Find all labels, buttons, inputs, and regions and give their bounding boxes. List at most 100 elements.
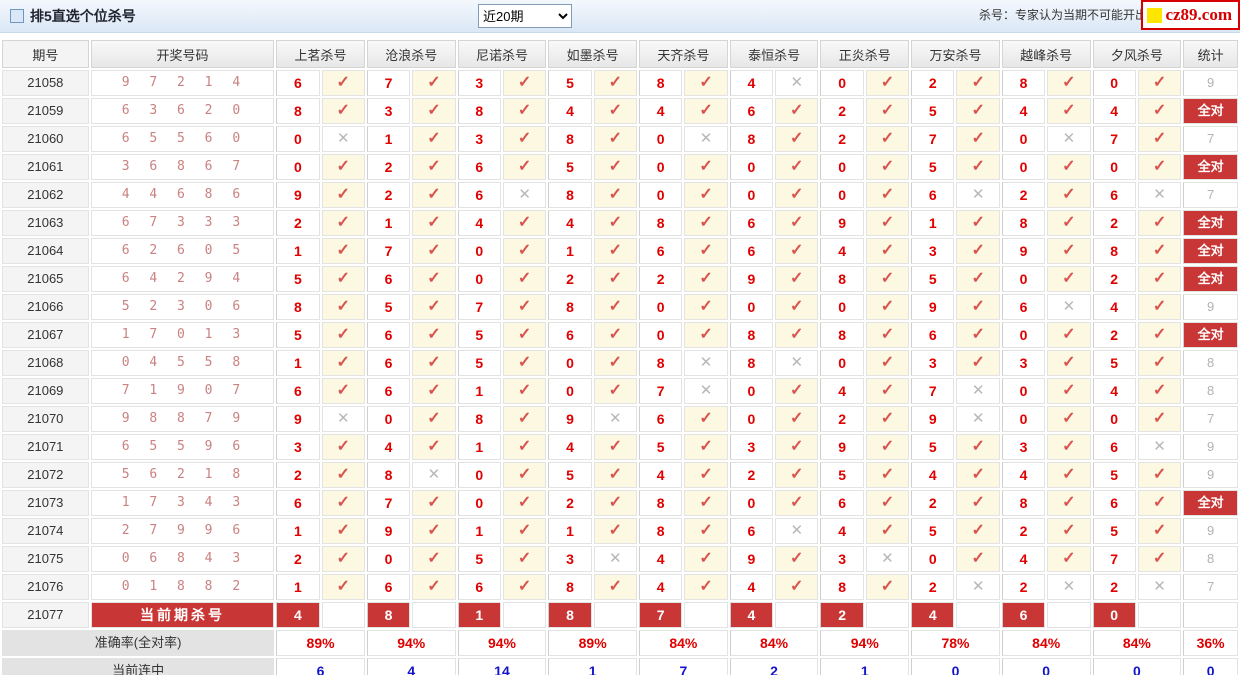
kill-mark-cell: ✕: [1047, 126, 1091, 152]
kill-number-cell: 6: [1092, 490, 1136, 516]
cross-icon: ✕: [336, 410, 350, 427]
check-icon: ✓: [1152, 130, 1167, 147]
kill-number-cell: 0: [729, 490, 774, 516]
check-icon: ✓: [517, 494, 532, 511]
kill-number-cell: 2: [911, 490, 955, 516]
draw-numbers-cell: 6 3 6 2 0: [90, 98, 275, 124]
kill-mark-cell: ✓: [956, 126, 1000, 152]
kill-mark-cell: ✕: [684, 126, 728, 152]
streak-cell: 0: [911, 658, 1000, 675]
cross-icon: ✕: [609, 410, 622, 427]
check-icon: ✓: [427, 186, 441, 203]
kill-mark-cell: ✕: [684, 378, 728, 404]
kill-number-cell: 0: [1092, 406, 1136, 432]
kill-number-cell: 3: [820, 546, 864, 572]
check-icon: ✓: [1062, 242, 1076, 259]
kill-number-cell: 5: [1092, 518, 1136, 544]
kill-number-cell: 6: [729, 210, 774, 236]
check-icon: ✓: [1062, 466, 1076, 483]
kill-number-cell: 5: [911, 518, 955, 544]
kill-mark-cell: ✓: [412, 490, 456, 516]
table-row: 21073 1 7 3 4 3 6 ✓ 7 ✓ 0 ✓ 2 ✓ 8 ✓ 0 ✓ 6 ✓ 2 ✓ 8 ✓ 6 ✓ 全对: [2, 490, 1238, 516]
check-icon: ✓: [517, 578, 532, 595]
kill-mark-cell: [321, 602, 365, 628]
kill-number-cell: 8: [820, 266, 864, 292]
check-icon: ✓: [608, 102, 623, 119]
range-select[interactable]: 近20期: [478, 4, 572, 28]
kill-number-cell: 6: [729, 98, 774, 124]
kill-mark-cell: [865, 602, 910, 628]
kill-number-cell: 8: [548, 126, 592, 152]
draw-numbers-cell: 3 6 8 6 7: [90, 154, 275, 180]
kill-mark-cell: ✓: [865, 490, 910, 516]
check-icon: ✓: [1152, 298, 1167, 315]
cross-icon: ✕: [609, 550, 622, 567]
kill-number-cell: 3: [911, 238, 955, 264]
kill-number-cell: 4: [1001, 462, 1046, 488]
kill-number-cell: 6: [1092, 434, 1136, 460]
kill-mark-cell: ✓: [956, 490, 1000, 516]
kill-mark-cell: ✓: [593, 294, 638, 320]
kill-number-cell: 8: [276, 98, 320, 124]
check-icon: ✓: [517, 354, 532, 371]
kill-mark-cell: ✕: [684, 350, 728, 376]
check-icon: ✓: [336, 102, 350, 119]
kill-mark-cell: ✓: [684, 70, 728, 96]
kill-number-cell: 1: [548, 238, 592, 264]
kill-mark-cell: ✕: [593, 406, 638, 432]
period-cell: 21061: [2, 154, 89, 180]
site-logo[interactable]: cz89.com: [1141, 0, 1240, 30]
kill-mark-cell: ✕: [775, 70, 819, 96]
cross-icon: ✕: [336, 130, 350, 147]
check-icon: ✓: [790, 214, 804, 231]
kill-mark-cell: ✓: [1047, 266, 1091, 292]
kill-number-cell: 6: [366, 322, 411, 348]
column-header-expert-6: 泰恒杀号: [729, 40, 819, 68]
accuracy-cell: 84%: [1092, 630, 1182, 656]
kill-number-cell: 2: [1092, 210, 1136, 236]
section-checkbox-icon[interactable]: [10, 9, 24, 23]
kill-mark-cell: ✓: [1047, 546, 1091, 572]
kill-number-cell: 0: [1092, 70, 1136, 96]
kill-number-cell: 1: [366, 210, 411, 236]
check-icon: ✓: [880, 410, 895, 427]
kill-number-cell: 6: [276, 490, 320, 516]
kill-mark-cell: ✓: [775, 546, 819, 572]
draw-numbers-cell: 0 1 8 8 2: [90, 574, 275, 600]
kill-mark-cell: ✕: [1137, 574, 1182, 600]
kill-mark-cell: ✓: [412, 350, 456, 376]
kill-number-cell: 9: [548, 406, 592, 432]
kill-number-cell: 2: [366, 182, 411, 208]
kill-mark-cell: ✓: [412, 266, 456, 292]
period-cell: 21059: [2, 98, 89, 124]
table-row: 21064 6 2 6 0 5 1 ✓ 7 ✓ 0 ✓ 1 ✓ 6 ✓ 6 ✓ 4 ✓ 3 ✓ 9 ✓ 8 ✓ 全对: [2, 238, 1238, 264]
column-header-expert-3: 尼诺杀号: [457, 40, 547, 68]
check-icon: ✓: [427, 410, 441, 427]
kill-number-cell: 0: [1001, 154, 1046, 180]
kill-mark-cell: ✓: [684, 406, 728, 432]
table-row: 21076 0 1 8 8 2 1 ✓ 6 ✓ 6 ✓ 8 ✓ 4 ✓ 4 ✓ 8 ✓ 2 ✕ 2 ✕ 2 ✕ 7: [2, 574, 1238, 600]
check-icon: ✓: [880, 74, 895, 91]
kill-number-cell: 8: [1001, 490, 1046, 516]
kill-mark-cell: ✓: [1047, 154, 1091, 180]
stat-cell: 7: [1183, 126, 1238, 152]
kill-mark-cell: ✓: [502, 70, 547, 96]
check-icon: ✓: [336, 186, 350, 203]
check-icon: ✓: [1062, 158, 1076, 175]
stat-cell: 9: [1183, 462, 1238, 488]
check-icon: ✓: [608, 158, 623, 175]
check-icon: ✓: [517, 74, 532, 91]
check-icon: ✓: [790, 158, 804, 175]
kill-mark-cell: ✓: [321, 490, 365, 516]
kill-number-cell: 4: [820, 518, 864, 544]
check-icon: ✓: [608, 242, 623, 259]
check-icon: ✓: [699, 326, 713, 343]
kill-number-cell: 5: [911, 98, 955, 124]
check-icon: ✓: [971, 522, 985, 539]
kill-mark-cell: ✓: [593, 182, 638, 208]
kill-mark-cell: ✓: [775, 490, 819, 516]
kill-mark-cell: ✓: [593, 322, 638, 348]
kill-number-cell: 9: [820, 434, 864, 460]
kill-mark-cell: ✓: [502, 238, 547, 264]
table-row: 21070 9 8 8 7 9 9 ✕ 0 ✓ 8 ✓ 9 ✕ 6 ✓ 0 ✓ 2 ✓ 9 ✕ 0 ✓ 0 ✓ 7: [2, 406, 1238, 432]
